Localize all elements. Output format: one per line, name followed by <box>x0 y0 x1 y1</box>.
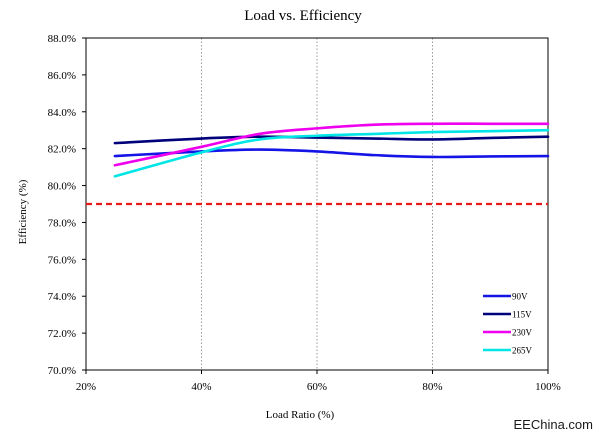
y-tick-label: 74.0% <box>48 291 76 303</box>
x-tick-label: 20% <box>76 381 96 393</box>
x-tick-label: 40% <box>191 381 211 393</box>
y-tick-label: 80.0% <box>48 181 76 193</box>
y-tick-label: 88.0% <box>48 33 76 45</box>
x-tick-label: 60% <box>307 381 327 393</box>
y-tick-label: 76.0% <box>48 254 76 266</box>
x-axis-ticks: 20% 40% 60% 80% 100% <box>76 370 561 393</box>
legend-label: 90V <box>512 292 528 302</box>
y-tick-label: 84.0% <box>48 107 76 119</box>
y-tick-label: 72.0% <box>48 328 76 340</box>
y-tick-label: 78.0% <box>48 217 76 229</box>
legend-label: 115V <box>512 310 532 320</box>
x-tick-label: 80% <box>422 381 442 393</box>
legend-label: 230V <box>512 328 533 338</box>
series-line-115v <box>113 135 550 145</box>
grid <box>201 38 433 370</box>
legend: 90V 115V 230V 265V <box>483 292 533 356</box>
x-tick-label: 100% <box>535 381 561 393</box>
legend-label: 265V <box>512 346 533 356</box>
y-axis-label: Efficiency (%) <box>17 179 29 244</box>
y-tick-label: 70.0% <box>48 365 76 377</box>
chart-title: Load vs. Efficiency <box>244 8 362 24</box>
series-line-230v <box>113 122 550 167</box>
y-tick-label: 82.0% <box>48 144 76 156</box>
y-axis-ticks: 70.0% 72.0% 74.0% 76.0% 78.0% 80.0% 82.0% 84.0%… <box>48 33 86 377</box>
watermark: EEChina.com <box>514 417 593 432</box>
y-tick-label: 86.0% <box>48 70 76 82</box>
series-line-265v <box>113 128 550 178</box>
series-group <box>113 122 550 178</box>
x-axis-label: Load Ratio (%) <box>266 409 335 421</box>
